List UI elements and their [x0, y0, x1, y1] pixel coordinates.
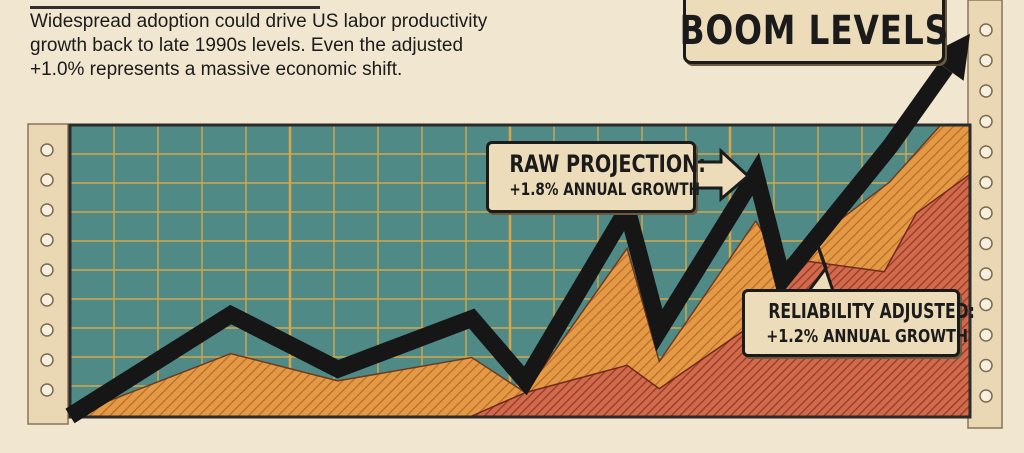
perforation-hole	[40, 263, 54, 277]
perforation-hole	[40, 233, 54, 247]
perforation-hole	[979, 114, 993, 129]
perforation-hole	[40, 293, 54, 307]
adjusted-title: RELIABILITY ADJUSTED:	[768, 299, 975, 323]
adjusted-callout: RELIABILITY ADJUSTED: +1.2% ANNUAL GROWT…	[742, 289, 975, 357]
raw-projection-value: +1.8% ANNUAL GROWTH	[509, 180, 700, 200]
plot-border	[68, 123, 972, 419]
perforation-hole	[40, 353, 54, 367]
trend-arrowhead	[927, 33, 970, 81]
raw-projection-title: RAW PROJECTION:	[509, 150, 706, 178]
description-line-2: growth back to late 1990s levels. Even t…	[30, 35, 464, 56]
perforation-hole	[979, 236, 993, 251]
perforation-hole	[979, 206, 993, 220]
cropped-heading-underline	[30, 0, 320, 9]
perforation-hole	[40, 383, 54, 397]
raw-projection-callout: RAW PROJECTION: +1.8% ANNUAL GROWTH	[486, 141, 706, 213]
boom-levels-badge: BOOM LEVELS	[679, 0, 948, 64]
tractor-feed-paper	[27, 0, 1003, 429]
perforation-hole	[979, 389, 993, 403]
perforation-hole	[40, 323, 54, 337]
perforation-hole	[979, 23, 993, 37]
perforation-hole	[979, 297, 993, 312]
perforation-hole	[979, 145, 993, 159]
description-line-1: Widespread adoption could drive US labor…	[30, 11, 488, 32]
perforation-hole	[40, 173, 54, 187]
perforation-hole	[40, 143, 54, 157]
boom-levels-text: BOOM LEVELS	[679, 8, 949, 54]
perforation-hole	[979, 267, 993, 281]
perforation-hole	[979, 358, 993, 373]
description-line-3: +1.0% represents a massive economic shif…	[30, 59, 403, 80]
perforation-hole	[979, 84, 993, 98]
perforation-hole	[979, 53, 993, 68]
perforation-hole	[979, 175, 993, 190]
perforation-hole	[40, 203, 54, 217]
adjusted-value: +1.2% ANNUAL GROWTH	[766, 326, 968, 347]
perforation-hole	[979, 328, 993, 342]
description-text: Widespread adoption could drive US labor…	[30, 10, 650, 82]
